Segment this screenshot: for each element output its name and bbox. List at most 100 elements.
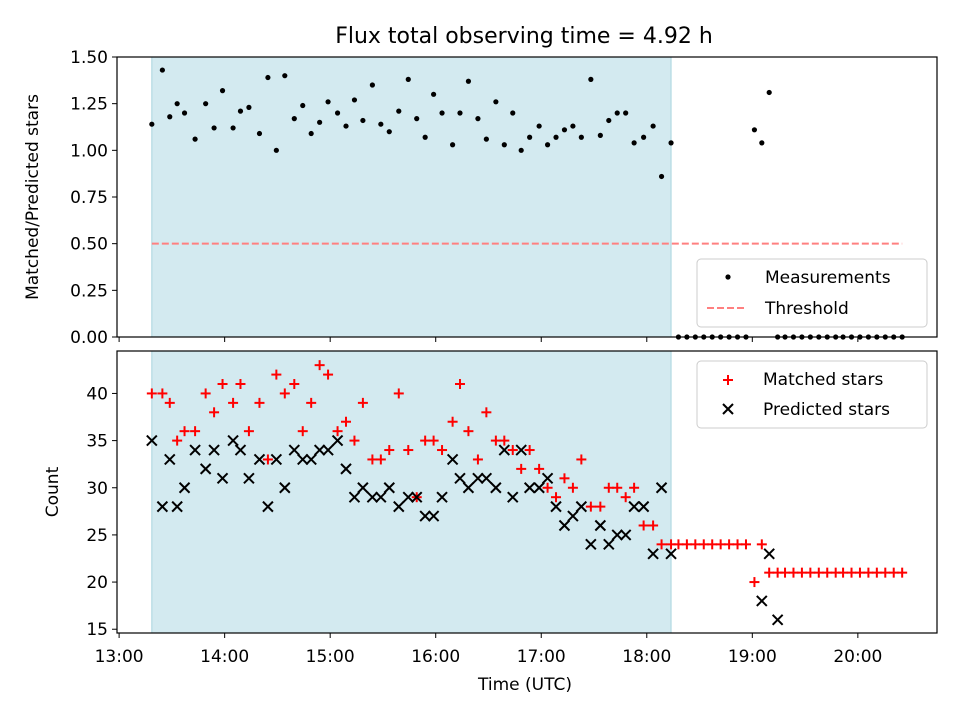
- matched-star-point: [393, 388, 404, 399]
- matched-star-point: [289, 379, 300, 390]
- cross-b: [480, 472, 493, 485]
- y-tick-label: 20: [86, 573, 108, 593]
- cross-b: [411, 491, 423, 503]
- predicted-star-point: [243, 472, 255, 485]
- matched-star-point: [200, 388, 211, 399]
- measurement-point: [291, 116, 297, 122]
- predicted-star-point: [146, 434, 158, 447]
- measurement-point: [192, 136, 198, 142]
- measurement-point: [405, 76, 411, 82]
- y-tick-label: 0.00: [70, 328, 108, 348]
- measurement-point: [759, 140, 765, 146]
- predicted-star-point: [164, 453, 176, 466]
- matched-star-point: [228, 397, 239, 408]
- matched-star-point: [447, 416, 458, 427]
- y-tick-label: 15: [86, 620, 108, 640]
- measurement-point: [174, 101, 180, 107]
- matched-star-point: [534, 463, 545, 474]
- cross-b: [647, 548, 659, 560]
- cross-b: [533, 482, 545, 494]
- cross-b: [558, 519, 571, 532]
- matched-star-point: [472, 454, 483, 465]
- measurement-point: [308, 130, 314, 137]
- measurement-point: [510, 110, 516, 116]
- matched-star-point: [349, 435, 360, 446]
- matched-star-point: [507, 445, 518, 456]
- cross-b: [541, 472, 554, 485]
- measurement-point: [553, 134, 559, 140]
- cross-b: [462, 482, 475, 494]
- matched-star-point: [629, 482, 640, 493]
- measurement-point: [641, 134, 647, 140]
- matched-star-point: [297, 426, 308, 437]
- predicted-star-point: [523, 482, 536, 494]
- x-axis-label: Time (UTC): [477, 675, 572, 695]
- predicted-star-point: [575, 500, 588, 513]
- y-tick-label: 40: [86, 384, 108, 404]
- matched-star-point: [463, 426, 474, 437]
- measurement-point: [501, 142, 507, 148]
- cross-b: [523, 482, 536, 494]
- measurement-point: [578, 134, 584, 140]
- measurement-point: [570, 123, 576, 129]
- cross-b: [189, 444, 201, 456]
- cross-b: [366, 491, 379, 503]
- cross-b: [146, 434, 158, 447]
- predicted-star-point: [234, 444, 247, 456]
- cross-b: [490, 482, 502, 494]
- y-tick-label: 25: [86, 526, 108, 546]
- predicted-star-point: [655, 482, 668, 494]
- predicted-star-point: [619, 529, 632, 541]
- predicted-star-point: [498, 444, 511, 456]
- matched-star-point: [172, 435, 183, 446]
- measurement-point: [606, 117, 612, 124]
- matched-star-point: [780, 567, 791, 578]
- cross-b: [446, 453, 459, 466]
- predicted-star-point: [446, 453, 459, 466]
- cross-b: [756, 595, 768, 607]
- cross-b: [619, 529, 632, 541]
- predicted-star-point: [567, 510, 579, 522]
- measurement-point: [527, 134, 533, 140]
- cross-b: [454, 472, 466, 485]
- matched-star-point: [341, 416, 352, 427]
- predicted-star-point: [270, 453, 283, 466]
- measurement-point: [631, 140, 637, 146]
- measurement-point: [658, 173, 665, 180]
- measurement-point: [614, 110, 620, 116]
- measurement-point: [325, 99, 331, 105]
- cross-b: [270, 453, 283, 466]
- measurement-point: [246, 104, 252, 110]
- cross-b: [171, 500, 183, 513]
- y-tick-label: 1.00: [70, 141, 108, 161]
- predicted-star-point: [262, 500, 274, 513]
- matched-star-point: [254, 397, 265, 408]
- predicted-star-point: [375, 491, 387, 503]
- measurement-point: [457, 110, 463, 116]
- predicted-star-point: [313, 444, 326, 456]
- matched-star-point: [332, 426, 343, 437]
- measurement-point: [766, 89, 772, 96]
- matched-star-point: [420, 435, 431, 446]
- predicted-star-point: [427, 510, 440, 522]
- observing-window-shade: [151, 350, 672, 634]
- measurement-point: [536, 123, 542, 129]
- predicted-star-point: [411, 491, 423, 503]
- cross-b: [348, 491, 361, 503]
- observing-window-shade: [151, 56, 672, 338]
- measurement-point: [203, 101, 209, 107]
- matched-star-point: [164, 397, 175, 408]
- cross-b: [288, 444, 301, 456]
- matched-star-point: [279, 388, 290, 399]
- ratio-y-axis: 0.00 0.25 0.50 0.75 1.00 1.25 1.50: [70, 48, 117, 348]
- matched-star-point: [454, 379, 465, 390]
- matched-star-point: [306, 397, 317, 408]
- measurement-point: [282, 73, 288, 79]
- matched-star-point: [437, 445, 448, 456]
- ratio-legend-box: [696, 258, 928, 328]
- matched-star-point: [871, 567, 882, 578]
- legend-matched-marker: [723, 375, 733, 385]
- predicted-star-point: [297, 453, 309, 466]
- cross-b: [164, 453, 176, 466]
- predicted-star-point: [763, 548, 775, 560]
